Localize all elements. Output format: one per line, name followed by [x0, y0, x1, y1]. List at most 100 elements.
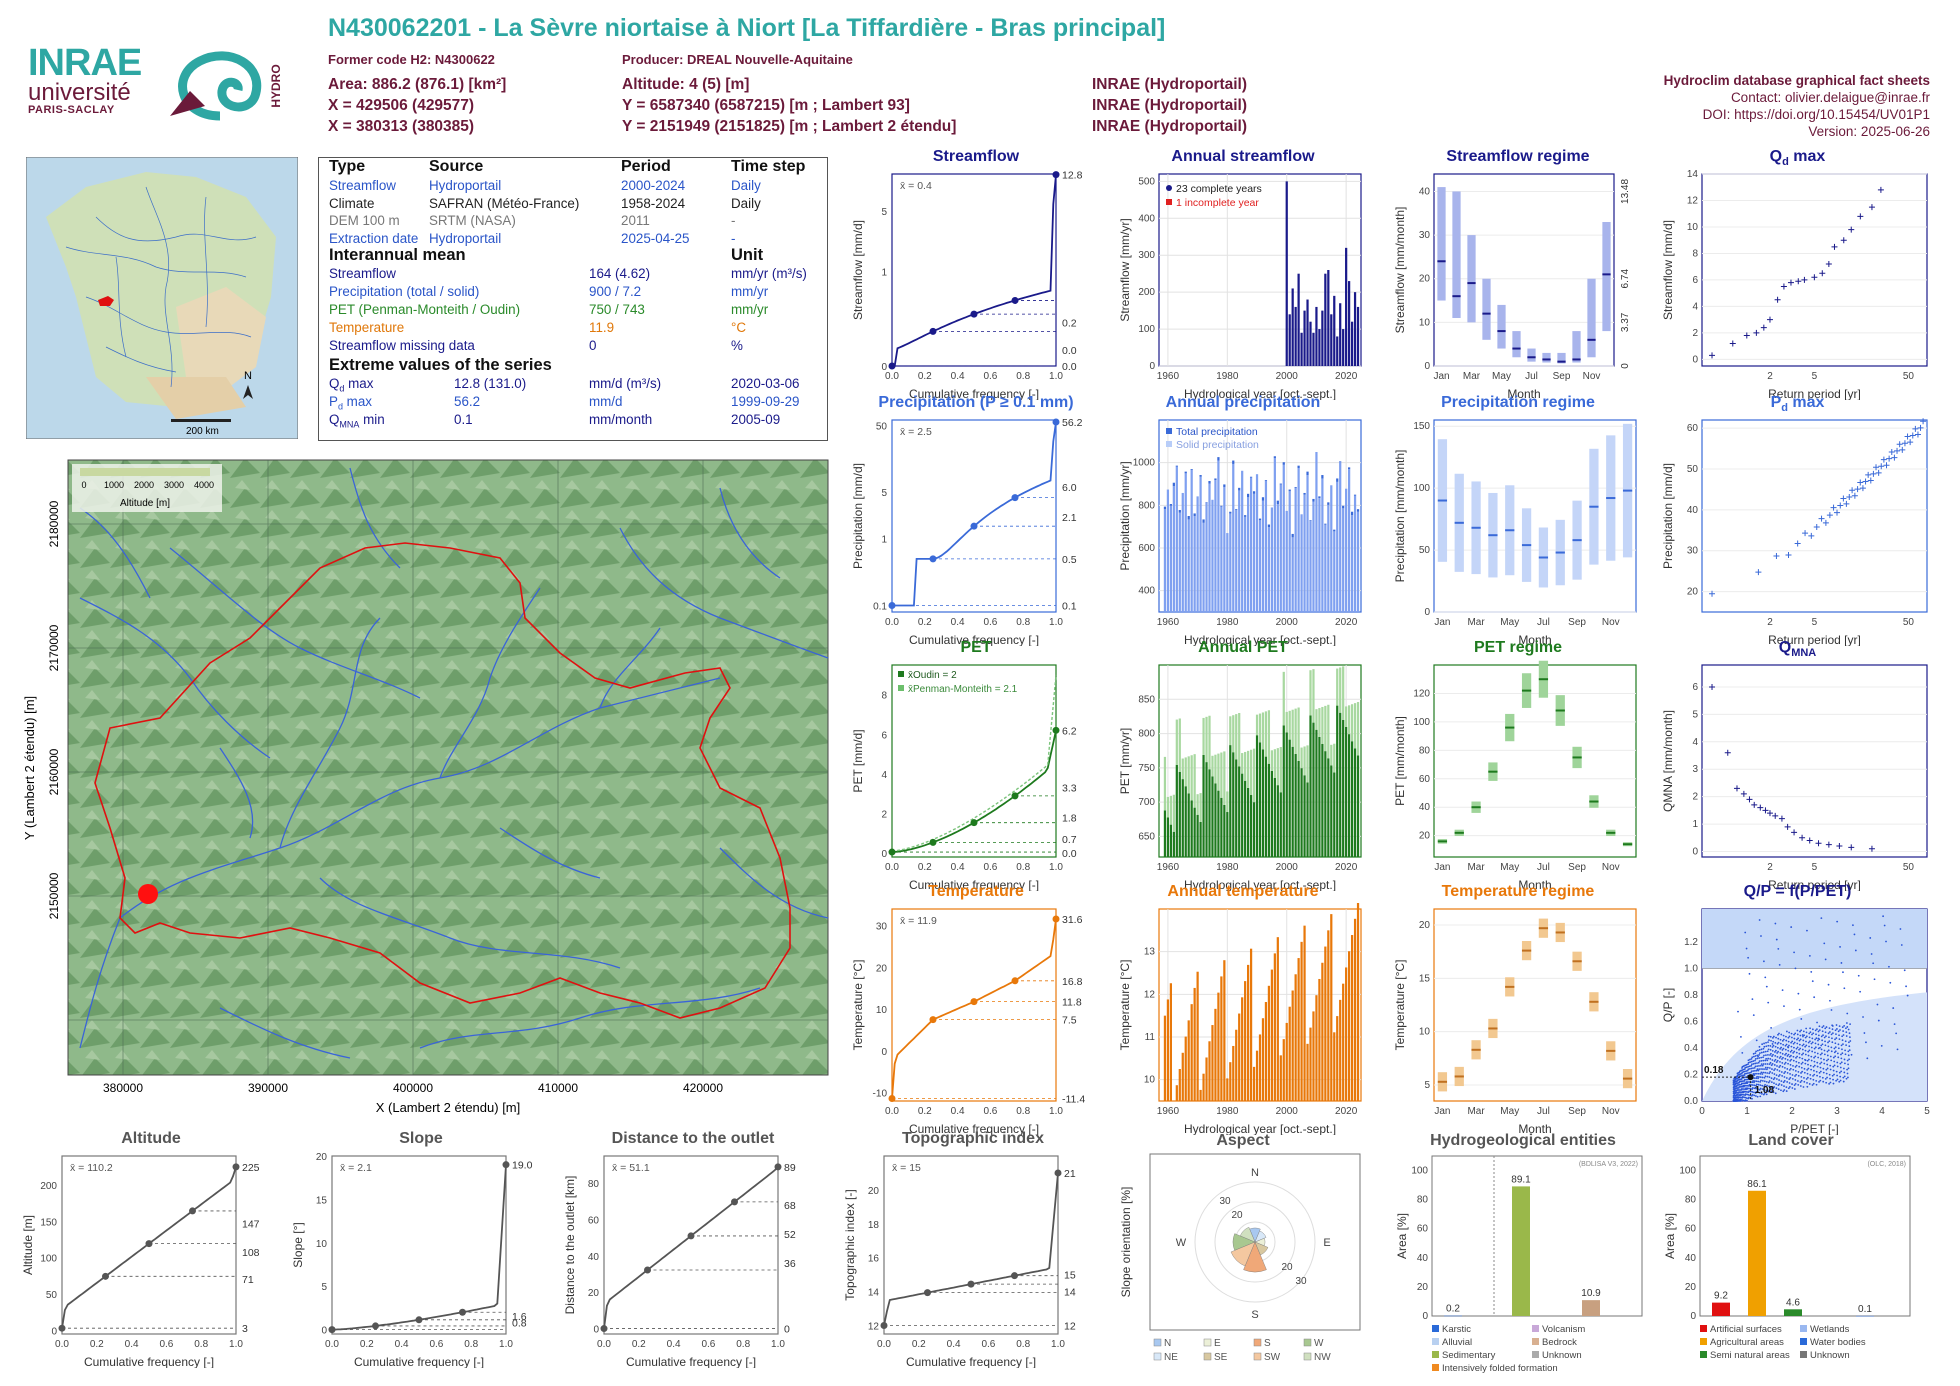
bar: [1342, 983, 1345, 1101]
daily-point: [1841, 1048, 1843, 1051]
return-point: [1912, 425, 1919, 432]
daily-point: [1738, 1071, 1741, 1074]
daily-point: [1755, 1072, 1758, 1075]
tick-label: 0.8: [1016, 862, 1030, 873]
daily-point: [1892, 1007, 1895, 1009]
plot-svg[interactable]: Cumulative frequency [-]Slope [°]0.0 0.2 0…: [290, 1150, 552, 1368]
return-point: [1733, 785, 1740, 792]
daily-point: [1794, 1069, 1797, 1072]
panel-title: Altitude: [121, 1130, 181, 1147]
legend-swatch: [1303, 1352, 1312, 1361]
daily-point: [1743, 1074, 1746, 1076]
daily-point: [1813, 1060, 1816, 1063]
right-tick-label: 6.74: [1620, 269, 1631, 289]
north-label: N: [244, 370, 252, 382]
daily-point: [1781, 1039, 1784, 1042]
plot-svg[interactable]: Cumulative frequency [-]PET [mm/d]0.0 0.2…: [850, 659, 1102, 891]
plot-frame: [891, 664, 1057, 858]
tick-label: 20: [1417, 1282, 1429, 1293]
catchment-map[interactable]: 0 1000 2000 3000 4000 Altitude [m] 380000 390…: [20, 448, 835, 1118]
plot-svg[interactable]: Hydrological year [oct.-sept.]PET [mm/yr…: [1117, 659, 1369, 891]
bar-2: [1309, 520, 1312, 522]
plot-svg[interactable]: Return period [yr]QMNA [mm/month]0123456…: [1660, 659, 1935, 891]
daily-point: [1770, 1039, 1772, 1042]
bar: [1353, 748, 1357, 857]
bar: [1166, 999, 1170, 1101]
plot-svg[interactable]: Cumulative frequency [-]Streamflow [mm/d…: [850, 168, 1102, 400]
bar: [1244, 780, 1247, 857]
daily-point: [1820, 1061, 1823, 1064]
bar: [1175, 1085, 1178, 1101]
bar-svg[interactable]: Area [%](OLC, 2018)0204060801009.286.14.…: [1660, 1150, 1922, 1382]
bar: [1208, 769, 1211, 857]
tick-label: 0.0: [597, 1339, 611, 1350]
daily-point: [1838, 1034, 1840, 1037]
plot-svg[interactable]: Cumulative frequency [-]Temperature [°C]…: [850, 903, 1102, 1135]
quantile-point: [1052, 171, 1060, 179]
france-minimap[interactable]: N 200 km: [26, 157, 298, 439]
plot-frame: [1699, 1155, 1911, 1317]
bar-svg[interactable]: Area [%](BDLISA V3, 2022)0204060801000.2…: [1392, 1150, 1654, 1382]
tick-label: May: [1500, 1106, 1519, 1117]
plot-svg[interactable]: Cumulative frequency [-]Precipitation [m…: [850, 414, 1102, 646]
title-sub: d: [1782, 156, 1789, 169]
bar: [1285, 181, 1288, 366]
doi-link[interactable]: DOI: https://doi.org/10.15454/UV01P1: [1702, 107, 1930, 122]
bar: [1261, 1018, 1265, 1101]
bar: [1333, 295, 1336, 366]
database-info: Hydroclim database graphical fact sheets…: [1664, 72, 1930, 140]
x-axis-label: Cumulative frequency [-]: [909, 633, 1039, 646]
gauging-station-marker[interactable]: [138, 884, 158, 904]
daily-point: [1794, 967, 1797, 970]
plot-svg[interactable]: Cumulative frequency [-]Distance to the …: [562, 1150, 824, 1368]
month-box: [1512, 331, 1521, 358]
return-point: [1774, 296, 1781, 303]
plot-svg[interactable]: Hydrological year [oct.-sept.]Precipitat…: [1117, 414, 1369, 646]
tick-label: 2: [1692, 328, 1698, 339]
plot-svg[interactable]: Return period [yr]Precipitation [mm/d]20…: [1660, 414, 1935, 646]
panel-annual_streamflow: Annual streamflow Hydrological year [oct.…: [1117, 148, 1369, 400]
daily-point: [1736, 1075, 1739, 1078]
tick-label: 1980: [1216, 1106, 1239, 1117]
tick-label: 20: [876, 963, 888, 974]
daily-point: [1746, 1093, 1749, 1096]
daily-point: [1782, 1056, 1784, 1059]
h-step: Time step: [731, 158, 806, 175]
daily-point: [1743, 1082, 1746, 1085]
daily-point: [1762, 1059, 1765, 1062]
plot-svg[interactable]: Cumulative frequency [-]Altitude [m]0.0 0…: [20, 1150, 282, 1368]
daily-point: [1771, 1072, 1774, 1074]
tick-label: 20: [316, 1152, 328, 1163]
quantile-label: 0.7: [1062, 834, 1077, 846]
plot-svg[interactable]: Hydrological year [oct.-sept.]Temperatur…: [1117, 903, 1369, 1135]
daily-point: [1812, 1065, 1815, 1068]
plot-svg[interactable]: P/PET [-]Q/P [-]0.00.20.40.60.81.01.20 1 2…: [1660, 903, 1935, 1135]
plot-svg[interactable]: Hydrological year [oct.-sept.]Streamflow…: [1117, 168, 1369, 400]
bar: [1217, 790, 1220, 857]
bar-2: [1205, 716, 1208, 763]
bar-2: [1190, 755, 1193, 801]
daily-point: [1784, 1066, 1786, 1069]
bar: [1267, 985, 1271, 1101]
daily-point: [1789, 1076, 1792, 1079]
bar: [1336, 1016, 1339, 1101]
daily-point: [1787, 1053, 1790, 1056]
ext-u: mm/d: [589, 394, 623, 409]
tick-label: 0.0: [885, 371, 899, 382]
tick-label: 4.6: [1786, 1297, 1800, 1308]
daily-point: [1841, 1026, 1844, 1029]
bar: [1288, 491, 1291, 612]
daily-point: [1791, 1083, 1793, 1085]
daily-point: [1768, 1072, 1771, 1075]
daily-point: [1800, 1079, 1803, 1082]
daily-point: [1814, 1042, 1817, 1045]
legend-label: 23 complete years: [1176, 183, 1262, 195]
plot-svg[interactable]: Cumulative frequency [-]Topographic inde…: [842, 1150, 1104, 1368]
daily-point: [1754, 1095, 1757, 1097]
plot-svg[interactable]: Return period [yr]Streamflow [mm/d]02468…: [1660, 168, 1935, 400]
